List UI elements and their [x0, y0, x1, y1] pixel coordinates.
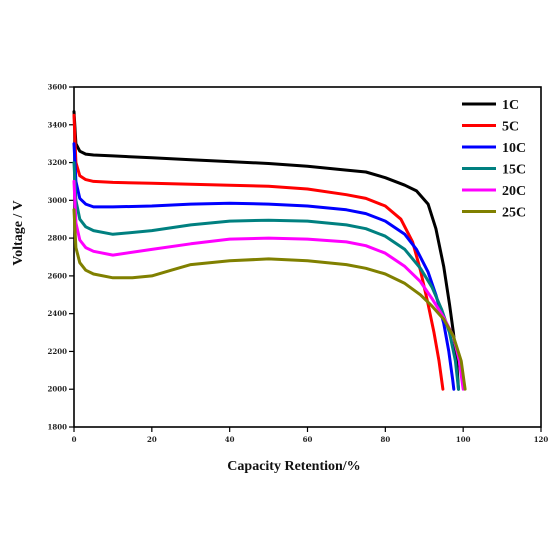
y-tick-label: 2000 — [48, 385, 68, 394]
y-axis-title: Voltage / V — [11, 200, 26, 265]
series-line-10c — [72, 142, 456, 391]
series-line-1c — [72, 110, 460, 391]
y-tick-label: 3400 — [48, 120, 68, 129]
plot-border — [73, 86, 542, 428]
y-tick-label: 2800 — [48, 234, 68, 243]
legend-label-20c: 20C — [502, 184, 526, 199]
y-tick-label: 1800 — [48, 423, 68, 432]
x-tick-label: 120 — [534, 435, 549, 444]
y-axis-ticks: 1800 2000 2200 2400 2600 2800 3000 3200 3400 3600 — [48, 83, 74, 432]
y-tick-label: 3000 — [48, 196, 68, 205]
y-tick-label: 2600 — [48, 271, 68, 280]
x-tick-label: 80 — [380, 435, 390, 444]
legend-label-5c: 5C — [502, 120, 519, 135]
y-tick-label: 3200 — [48, 158, 68, 167]
x-tick-label: 60 — [303, 435, 313, 444]
legend-label-25c: 25C — [502, 206, 526, 221]
plot-frame — [73, 86, 542, 428]
legend-label-10c: 10C — [502, 141, 526, 156]
series-line-15c — [72, 161, 460, 391]
series-line-20c — [72, 179, 465, 391]
x-tick-label: 0 — [72, 435, 77, 444]
legend-label-1c: 1C — [502, 98, 519, 113]
x-axis-ticks: 0 20 40 60 80 100 120 — [72, 427, 549, 444]
legend: 1C 5C 10C 15C 20C 25C — [462, 98, 526, 221]
x-tick-label: 20 — [147, 435, 157, 444]
y-tick-label: 2200 — [48, 347, 68, 356]
series-line-25c — [72, 208, 467, 391]
series-line-5c — [72, 113, 445, 391]
legend-label-15c: 15C — [502, 163, 526, 178]
x-axis-title: Capacity Retention/% — [227, 459, 360, 474]
x-tick-label: 100 — [456, 435, 471, 444]
series-lines — [72, 110, 467, 391]
y-tick-label: 3600 — [48, 83, 68, 92]
y-tick-label: 2400 — [48, 309, 68, 318]
x-tick-label: 40 — [225, 435, 235, 444]
